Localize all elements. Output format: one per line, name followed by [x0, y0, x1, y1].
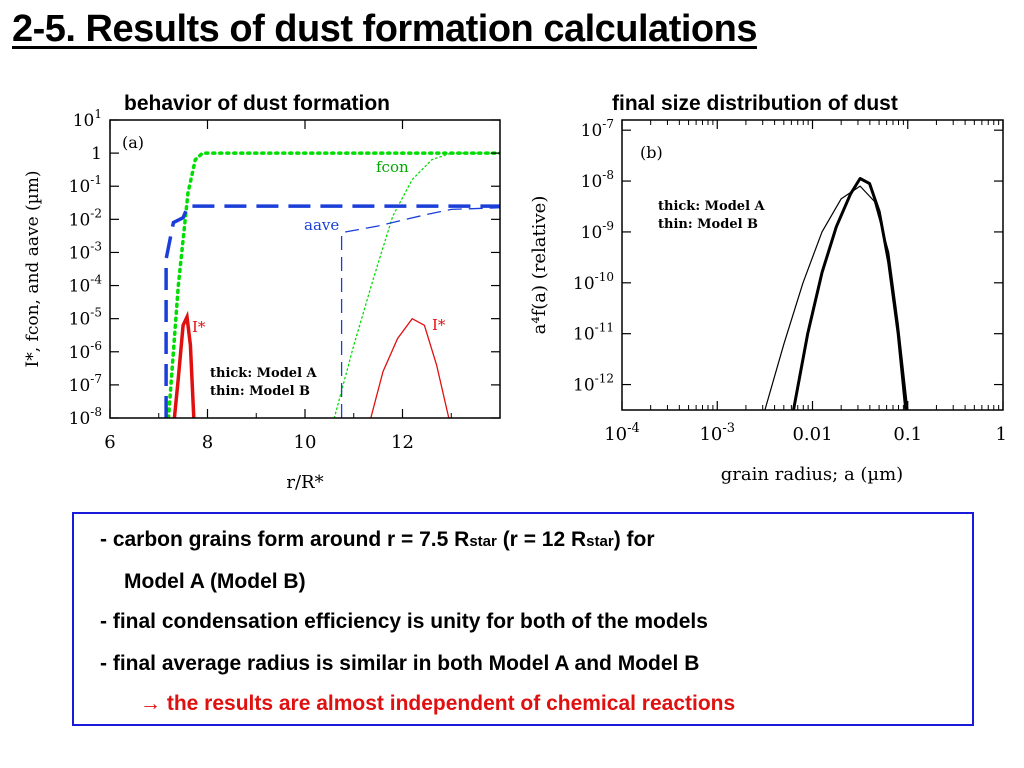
y-tick-label: 10-8	[581, 168, 614, 192]
panel-label-a: (a)	[122, 133, 144, 152]
y-tick-label: 10-10	[573, 270, 614, 294]
y-tick-label: 10-8	[69, 405, 102, 429]
y-tick-label: 10-7	[581, 117, 614, 141]
annotation-aave: aave	[304, 216, 339, 234]
series-I-star-model-a	[172, 310, 196, 418]
x-tick-label: 10-3	[699, 421, 735, 445]
x-tick-label: 10-4	[604, 421, 640, 445]
left-panel-title: behavior of dust formation	[124, 92, 391, 115]
legend-note-a-thick: thick: Model A	[210, 366, 318, 381]
summary-line-1: - carbon grains form around r = 7.5 Rsta…	[100, 528, 655, 552]
y-tick-label: 10-4	[69, 273, 103, 297]
series-model-a	[792, 177, 908, 410]
chart-b-frame	[621, 119, 1004, 411]
summary-line-1-post: ) for	[613, 528, 655, 551]
y-axis-label-b: a⁴f(a) (relative)	[529, 196, 550, 335]
annotation-I-star: I*	[432, 316, 446, 334]
y-tick-label: 10-2	[69, 206, 102, 230]
y-tick-label: 10-6	[69, 339, 102, 363]
panel-label-b: (b)	[640, 143, 663, 162]
y-tick-label: 10-7	[69, 372, 102, 396]
legend-note-b-thin: thin: Model B	[658, 217, 758, 232]
summary-conclusion: the results are almost independent of ch…	[161, 692, 736, 715]
summary-line-2: Model A (Model B)	[124, 570, 306, 593]
series-fcon-model-a	[166, 151, 500, 418]
series-aave-model-b	[340, 207, 500, 418]
x-tick-label: 0.1	[893, 424, 922, 445]
y-tick-label: 10-11	[573, 321, 614, 345]
y-axis-label-a: I*, fcon, and aave (µm)	[23, 171, 43, 368]
summary-line-1-mid: (r = 12 R	[496, 528, 587, 551]
y-tick-label: 10-1	[69, 173, 102, 197]
summary-line-4: - final average radius is similar in bot…	[100, 652, 700, 675]
series-I-star-model-b	[370, 317, 450, 418]
summary-line-1-sub1: star	[469, 533, 497, 550]
series-model-b	[764, 185, 909, 410]
slide-title: 2-5. Results of dust formation calculati…	[12, 8, 757, 50]
right-panel-title: final size distribution of dust	[612, 92, 898, 115]
x-tick-label: 10	[294, 432, 317, 453]
summary-box: - carbon grains form around r = 7.5 Rsta…	[72, 512, 974, 726]
arrow-icon: →	[140, 692, 161, 715]
x-tick-label: 6	[104, 432, 115, 453]
annotation-fcon: fcon	[376, 158, 409, 176]
legend-note-a-thin: thin: Model B	[210, 384, 310, 399]
summary-line-1-pre: - carbon grains form around r = 7.5 R	[100, 528, 470, 551]
summary-line-3: - final condensation efficiency is unity…	[100, 610, 708, 633]
series-aave-model-a	[164, 204, 500, 418]
series-fcon-model-b	[333, 152, 500, 418]
x-axis-label-a: r/R*	[286, 472, 323, 493]
legend-note-b-thick: thick: Model A	[658, 199, 766, 214]
x-axis-label-b: grain radius; a (µm)	[721, 464, 903, 485]
y-tick-label: 10-3	[69, 239, 102, 263]
y-tick-label: 101	[73, 107, 102, 131]
y-tick-label: 10-12	[573, 372, 614, 396]
annotation-I-star: I*	[192, 318, 206, 336]
x-tick-label: 1	[996, 424, 1007, 445]
x-tick-label: 0.01	[792, 424, 832, 445]
x-tick-label: 8	[202, 432, 213, 453]
x-tick-label: 12	[391, 432, 414, 453]
y-tick-label: 10-9	[581, 219, 614, 243]
y-tick-label: 10-5	[69, 306, 102, 330]
summary-line-1-sub2: star	[586, 533, 614, 550]
y-tick-label: 1	[91, 144, 102, 164]
summary-line-5: → the results are almost independent of …	[140, 692, 735, 716]
